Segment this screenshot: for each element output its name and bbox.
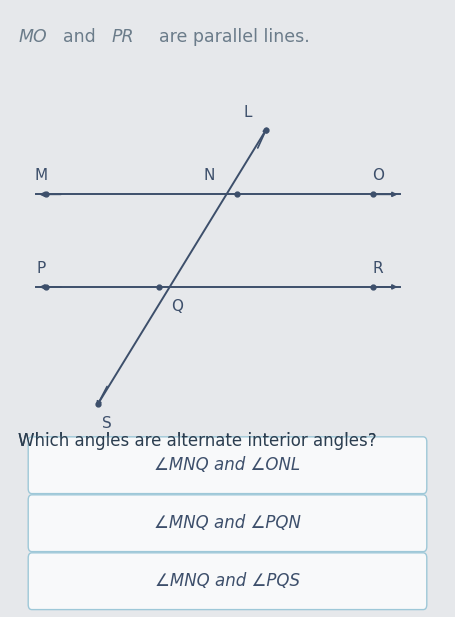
- Text: N: N: [204, 168, 215, 183]
- Text: ∠MNQ and ∠ONL: ∠MNQ and ∠ONL: [154, 456, 301, 474]
- Text: are parallel lines.: are parallel lines.: [148, 28, 309, 46]
- Text: P: P: [36, 261, 46, 276]
- Text: L: L: [244, 106, 252, 120]
- Text: R: R: [372, 261, 383, 276]
- Text: MO: MO: [18, 28, 47, 46]
- FancyBboxPatch shape: [28, 495, 427, 552]
- Text: ∠MNQ and ∠PQS: ∠MNQ and ∠PQS: [155, 572, 300, 590]
- Text: Which angles are alternate interior angles?: Which angles are alternate interior angl…: [18, 432, 377, 450]
- Text: PR: PR: [111, 28, 134, 46]
- Text: O: O: [372, 168, 384, 183]
- Text: Which angles are alternate interior angles?: Which angles are alternate interior angl…: [18, 432, 377, 450]
- Text: and: and: [52, 28, 107, 46]
- Text: ∠MNQ and ∠PQN: ∠MNQ and ∠PQN: [154, 514, 301, 532]
- Text: M: M: [35, 168, 47, 183]
- FancyBboxPatch shape: [28, 553, 427, 610]
- Text: Q: Q: [172, 299, 183, 314]
- Text: S: S: [102, 416, 112, 431]
- FancyBboxPatch shape: [28, 437, 427, 494]
